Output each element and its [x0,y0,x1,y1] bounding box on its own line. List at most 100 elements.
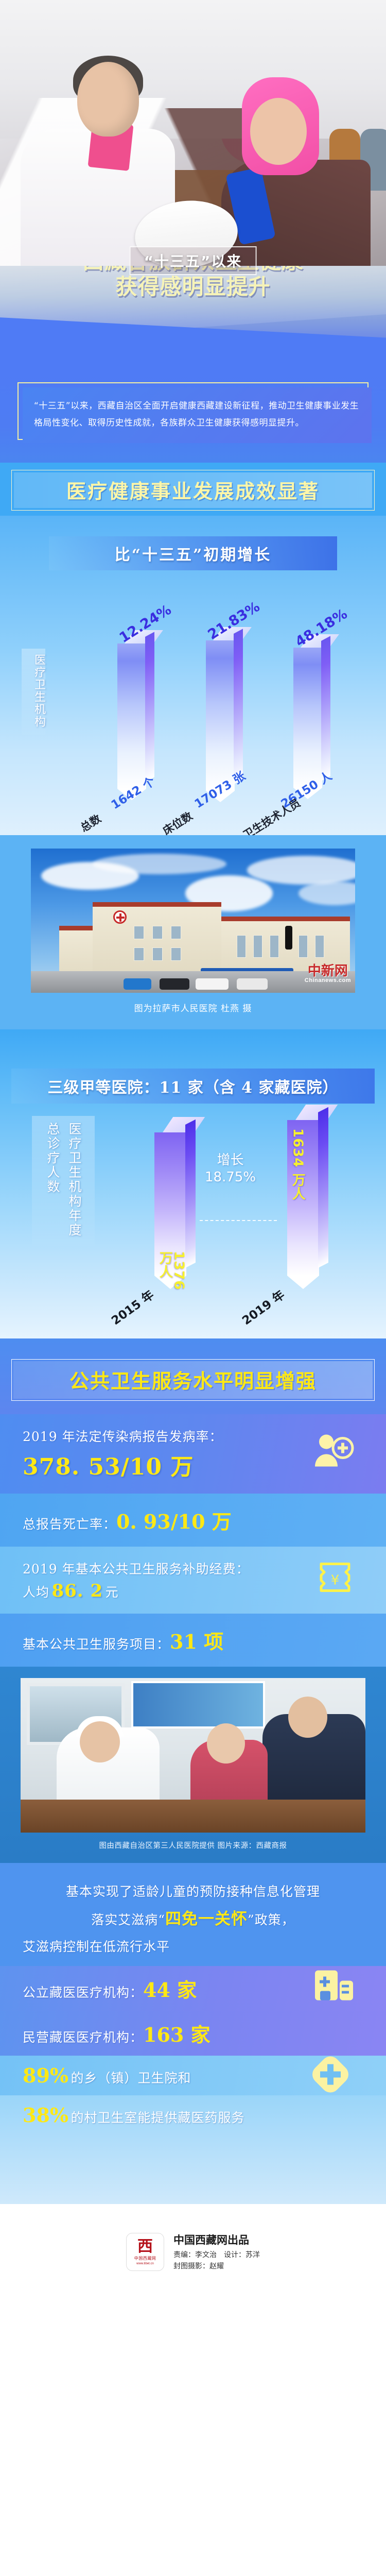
row-label: 的乡（镇）卫生院和 [71,2071,191,2086]
chart1-category-label-1: 总数 [78,812,103,835]
window [270,935,279,958]
window [253,935,262,958]
bar-tip [154,1276,186,1290]
window [171,926,181,940]
bar-side-face [185,1120,196,1268]
chart1-category-label-2: 床位数 [161,809,195,836]
hero-photo-block: “十三五”以来 [0,0,386,289]
car [124,978,151,990]
bar-front-face [206,640,235,791]
bar-side-face [318,1107,328,1268]
stat-row-subsidy: 2019 年基本公共卫生服务补助经费： 人均 86. 2 元 ¥ [0,1547,386,1614]
row-value: 163 家 [143,2023,210,2047]
bar-front-face [117,643,146,789]
logo-mark: 西 [137,2237,153,2256]
bar-side-face [234,629,243,785]
hospital-icon [313,1966,355,2011]
chart2-year-2019: 2019 年 [240,1288,288,1328]
stat-value-suffix: 元 [105,1585,119,1600]
cloud [93,854,226,875]
bar-side-face [145,632,154,783]
car [196,978,229,990]
cloud [299,882,355,906]
chart2-bar-2019 [287,1105,338,1290]
final-statement-block: 基本实现了适龄儿童的预防接种信息化管理 落实艾滋病“四免一关怀”政策， 艾滋病控… [0,1863,386,1967]
final-row-township-clinics: 89% 的乡（镇）卫生院和 [0,2056,386,2096]
bar-front-face [154,1132,186,1276]
stat-label: 2019 年基本公共卫生服务补助经费： [23,1562,250,1577]
stat-value-group: 人均 86. 2 元 [23,1578,386,1601]
chart2-title: 三级甲等医院：11 家（含 4 家藏医院） [11,1069,375,1104]
final-line-3: 艾滋病控制在低流行水平 [23,1939,170,1954]
cross-badge-icon [306,2056,355,2095]
final-line-2-pre: 落实艾滋病“ [91,1912,165,1927]
chart2-group-label-a: 医疗卫生机构年度 [67,1122,82,1238]
patient-plus-icon [311,1431,355,1478]
final-line-2-highlight: 四免一关怀 [165,1909,248,1928]
chart-medical-institutions: 比“十三五”初期增长 医疗卫生机构 12.24% 1642 个 总数 21.83… [0,516,386,836]
stat-value-prefix: 人均 [23,1585,50,1600]
hospital-photo-section: 中新网 Chinanews.com 图为拉萨市人民医院 杜燕 摄 [0,835,386,1030]
final-row-village-clinics: 38% 的村卫生室能提供藏医药服务 [0,2095,386,2205]
logo-cn-text: 中国西藏网 [134,2256,156,2261]
bar-tip [287,1276,319,1290]
intro-box: “十三五”以来，西藏自治区全面开启健康西藏建设新征程，推动卫生健康事业发生格局性… [17,382,372,444]
chart1-title: 比“十三五”初期增长 [49,536,337,571]
stat-value: 0. 93/10 万 [116,1510,232,1534]
final-line-1: 基本实现了适龄儿童的预防接种信息化管理 [65,1884,320,1900]
intro-section: “十三五”以来，西藏自治区全面开启健康西藏建设新征程，推动卫生健康事业发生格局性… [0,369,386,463]
row-label: 的村卫生室能提供藏医药服务 [71,2110,245,2126]
row-value: 38% [23,2104,68,2127]
child-head [207,1723,245,1764]
section1-heading-wrap: 医疗健康事业发展成效显著 [0,463,386,516]
vaccination-photo-section: 图由西藏自治区第三人民医院提供 图片来源：西藏商报 [0,1667,386,1863]
bar-top-face [163,1117,205,1133]
chart2-year-2015: 2015 年 [109,1288,157,1328]
section2-heading-frame: 公共卫生服务水平明显增强 [11,1359,375,1401]
credits-line-2: 封图摄影：赵耀 [173,2262,224,2271]
chart1-group-label: 医疗卫生机构 [22,649,45,736]
final-line-2-post: ”政策， [248,1912,295,1927]
bar-front-face [287,1120,319,1276]
hero-figures [0,0,386,289]
tibet-cn-logo: 西 中国西藏网 www.tibet.cn [126,2233,164,2272]
traffic-light-icon [285,926,292,950]
nurse-head [80,1721,120,1763]
section2-heading-wrap: 公共卫生服务水平明显增强 [0,1338,386,1415]
street [31,971,355,993]
stat-row-projects: 基本公共卫生服务项目：31 项 [0,1614,386,1667]
footer: 西 中国西藏网 www.tibet.cn 中国西藏网出品 责编：李文治 设计：苏… [0,2204,386,2293]
stat-row-mortality: 总报告死亡率：0. 93/10 万 [0,1494,386,1547]
growth-value: 18.75% [205,1169,256,1185]
car [237,978,268,990]
infographic-page: “十三五”以来 西藏各族群众卫生健康 获得感明显提升 “十三五”以来，西藏自治区… [0,0,386,2293]
produced-by: 中国西藏网出品 [173,2234,249,2247]
chart1-bar-3 [293,634,339,800]
window [315,935,324,958]
chart-total-visits: 三级甲等医院：11 家（含 4 家藏医院） 医疗卫生机构年度 总诊疗人数 137… [0,1029,386,1339]
watermark-cn-text: 中新网 [307,963,348,979]
stat-label: 2019 年法定传染病报告发病率： [23,1429,223,1445]
credits-line-1: 责编：李文治 设计：苏洋 [173,2250,260,2259]
stat-label: 基本公共卫生服务项目： [23,1637,170,1652]
clinic-desk [21,1800,365,1833]
row-value: 44 家 [143,1978,197,2002]
section2-heading: 公共卫生服务水平明显增强 [13,1361,373,1399]
hospital-photo: 中新网 Chinanews.com [31,849,355,993]
section1-heading-frame: 医疗健康事业发展成效显著 [11,470,375,511]
chart1-bar-2 [206,627,252,803]
patient-face [250,98,307,165]
bar-front-face [293,648,322,788]
window [171,947,181,961]
yuan-note-icon: ¥ [315,1559,355,1602]
parent-head [288,1697,327,1738]
chart2-value-2019: 1634 万人 [290,1128,306,1201]
row-label: 民营藏医医疗机构： [23,2030,144,2045]
vaccination-photo [21,1678,365,1833]
bar-tip [117,789,146,801]
page-title-line2: 获得感明显提升 [115,274,271,299]
car [160,978,189,990]
chart1-bar-1 [117,630,163,801]
section1-heading: 医疗健康事业发展成效显著 [14,472,372,509]
watermark-en-text: Chinanews.com [304,977,351,984]
